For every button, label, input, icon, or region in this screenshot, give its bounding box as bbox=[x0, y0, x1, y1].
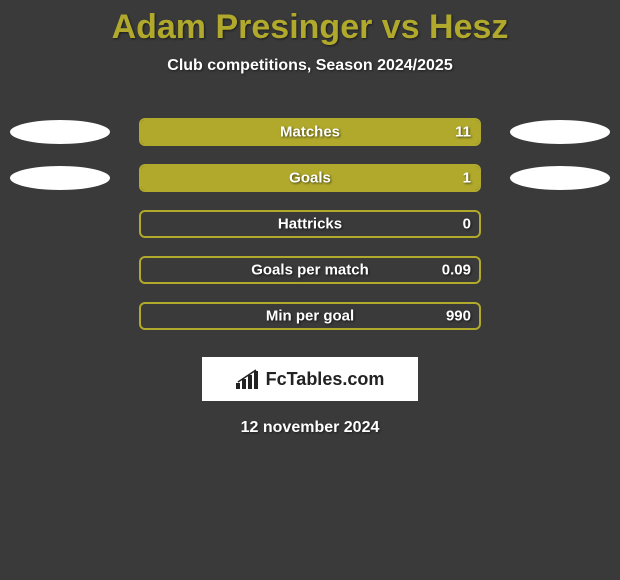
badge-inner: FcTables.com bbox=[236, 369, 385, 390]
badge-text: FcTables.com bbox=[266, 369, 385, 390]
stat-value: 0 bbox=[463, 216, 471, 233]
left-ellipse bbox=[10, 120, 110, 144]
stat-row: Goals per match 0.09 bbox=[0, 247, 620, 293]
stat-bar: Goals 1 bbox=[139, 164, 481, 192]
stat-value: 1 bbox=[463, 170, 471, 187]
stat-label: Matches bbox=[280, 124, 340, 141]
date-text: 12 november 2024 bbox=[241, 419, 380, 436]
source-badge: FcTables.com bbox=[202, 357, 418, 401]
bars-icon bbox=[236, 369, 260, 389]
right-ellipse bbox=[510, 120, 610, 144]
stat-label: Goals bbox=[289, 170, 331, 187]
stat-value: 11 bbox=[455, 124, 471, 141]
stat-value: 0.09 bbox=[442, 262, 471, 279]
stat-bar: Goals per match 0.09 bbox=[139, 256, 481, 284]
page-title: Adam Presinger vs Hesz bbox=[0, 0, 620, 47]
title-text: Adam Presinger vs Hesz bbox=[112, 8, 509, 46]
stat-label: Hattricks bbox=[278, 216, 342, 233]
stat-value: 990 bbox=[446, 308, 471, 325]
stat-bar: Matches 11 bbox=[139, 118, 481, 146]
right-ellipse bbox=[510, 166, 610, 190]
left-ellipse bbox=[10, 166, 110, 190]
subtitle-text: Club competitions, Season 2024/2025 bbox=[167, 57, 452, 74]
stats-rows: Matches 11 Goals 1 Hattricks 0 Goals per match… bbox=[0, 109, 620, 339]
stat-label: Min per goal bbox=[266, 308, 354, 325]
stat-bar: Min per goal 990 bbox=[139, 302, 481, 330]
stat-label: Goals per match bbox=[251, 262, 369, 279]
date-line: 12 november 2024 bbox=[0, 419, 620, 437]
subtitle: Club competitions, Season 2024/2025 bbox=[0, 57, 620, 75]
stat-row: Matches 11 bbox=[0, 109, 620, 155]
stat-row: Min per goal 990 bbox=[0, 293, 620, 339]
stat-row: Hattricks 0 bbox=[0, 201, 620, 247]
stat-bar: Hattricks 0 bbox=[139, 210, 481, 238]
stat-row: Goals 1 bbox=[0, 155, 620, 201]
